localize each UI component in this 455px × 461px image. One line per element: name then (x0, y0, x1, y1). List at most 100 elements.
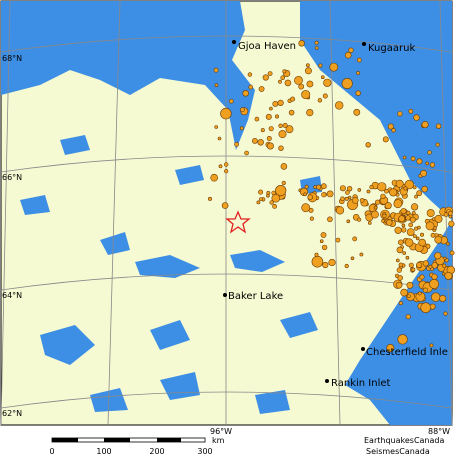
earthquake (274, 114, 279, 119)
earthquake (429, 343, 434, 348)
earthquake (314, 252, 319, 257)
earthquake (320, 183, 327, 190)
earthquake (321, 192, 327, 198)
earthquake (344, 196, 349, 201)
earthquake (431, 262, 438, 269)
earthquake (251, 137, 258, 144)
earthquake (408, 262, 414, 268)
earthquake (254, 116, 260, 122)
earthquake (413, 114, 420, 121)
earthquake (282, 69, 287, 74)
earthquake (278, 123, 283, 129)
earthquake (217, 136, 222, 141)
earthquake (272, 101, 279, 107)
earthquake (377, 182, 387, 192)
lat-label: 68°N (2, 54, 22, 63)
earthquake (406, 228, 415, 236)
earthquake (426, 209, 435, 218)
earthquake (405, 255, 410, 260)
earthquake (309, 216, 315, 221)
earthquake (328, 258, 336, 267)
earthquake (367, 221, 372, 225)
earthquake (256, 200, 261, 205)
earthquake (414, 226, 419, 231)
earthquake (434, 235, 443, 244)
earthquake (348, 47, 354, 53)
place-label: Gjoa Haven (238, 41, 296, 52)
earthquake (439, 294, 447, 302)
earthquake (322, 93, 328, 99)
earthquake (415, 236, 420, 241)
earthquake (391, 128, 396, 133)
earthquake (260, 128, 265, 133)
earthquake (329, 62, 339, 72)
earthquake (380, 193, 386, 200)
earthquake (428, 264, 433, 269)
earthquake (239, 126, 244, 131)
earthquake (327, 216, 333, 223)
earthquake (271, 193, 281, 203)
earthquake (422, 287, 428, 293)
earthquake (386, 343, 395, 352)
lon-label: 96°W (210, 427, 232, 436)
earthquake (269, 106, 273, 111)
earthquake (278, 79, 282, 84)
scale-label: 100 (96, 447, 111, 456)
earthquake (396, 246, 404, 254)
earthquake (359, 198, 365, 203)
earthquake (435, 123, 442, 129)
earthquake (411, 267, 416, 272)
earthquake (397, 334, 408, 345)
epicenter-star (225, 210, 251, 234)
earthquake (401, 227, 407, 233)
earthquake (210, 173, 218, 182)
earthquake (316, 184, 322, 190)
earthquake (398, 301, 403, 306)
earthquake (208, 196, 213, 201)
earthquake (395, 258, 400, 263)
earthquake (284, 79, 292, 87)
earthquake (257, 139, 264, 146)
earthquake (431, 273, 438, 280)
earthquake (213, 67, 219, 73)
earthquake (357, 188, 362, 192)
earthquake (366, 189, 371, 194)
earthquake (229, 98, 234, 104)
earthquake (239, 107, 245, 113)
earthquake (277, 99, 284, 106)
earthquake (353, 108, 361, 116)
earthquake (266, 142, 274, 150)
earthquake (417, 291, 422, 296)
earthquake (341, 78, 353, 90)
earthquake (419, 274, 425, 280)
earthquake (303, 192, 307, 197)
earthquake (425, 161, 430, 166)
earthquake (416, 190, 423, 197)
earthquake (402, 155, 407, 160)
earthquake (288, 109, 295, 116)
earthquake (298, 40, 305, 47)
earthquake (386, 219, 393, 226)
earthquake (298, 83, 305, 90)
earthquake (290, 96, 296, 102)
earthquake (220, 107, 232, 120)
earthquake (345, 190, 350, 195)
earthquake (445, 241, 450, 246)
earthquake (393, 199, 403, 209)
earthquake (395, 179, 404, 188)
earthquake (224, 162, 229, 167)
earthquake (375, 199, 381, 205)
earthquake (434, 252, 442, 260)
earthquake (339, 185, 346, 192)
earthquake (403, 186, 408, 191)
lon-label: 88°W (428, 427, 450, 436)
earthquake (259, 197, 263, 202)
earthquake (414, 194, 419, 199)
earthquake (319, 239, 324, 243)
earthquake (258, 189, 264, 195)
earthquake (305, 63, 310, 68)
earthquake (402, 251, 407, 255)
earthquake (340, 196, 345, 202)
earthquake (267, 71, 273, 76)
lat-label: 64°N (2, 291, 22, 300)
